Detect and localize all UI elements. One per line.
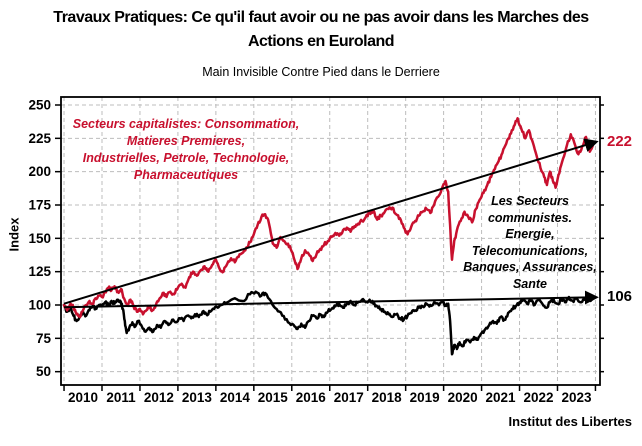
end-value-communist: 106 [607, 288, 633, 305]
x-tick-label: 2011 [106, 390, 136, 405]
axis-ticks [55, 104, 604, 391]
x-tick-label: 2019 [410, 390, 440, 405]
y-tick-label: 50 [36, 364, 51, 379]
x-tick-label: 2014 [220, 390, 251, 405]
y-tick-label: 75 [36, 331, 52, 346]
y-tick-label: 100 [28, 298, 51, 313]
x-tick-label: 2023 [561, 390, 592, 405]
x-tick-label: 2018 [372, 390, 403, 405]
axis-labels: 2010 2011 2012 2013 2014 2015 2016 2017 2018 2019… [28, 98, 591, 406]
end-value-capitalist: 222 [607, 133, 633, 150]
x-tick-label: 2013 [182, 390, 213, 405]
y-axis-title: Index [6, 217, 22, 252]
y-tick-label: 250 [28, 98, 51, 113]
chart-subtitle: Main Invisible Contre Pied dans le Derri… [202, 65, 440, 79]
y-tick-label: 150 [28, 231, 51, 246]
x-tick-label: 2010 [68, 390, 98, 405]
x-tick-label: 2020 [448, 390, 478, 405]
page-title: Travaux Pratiques: Ce qu'il faut avoir o… [53, 9, 589, 50]
series-capitalist-line [62, 117, 595, 319]
y-tick-label: 125 [28, 264, 51, 279]
x-tick-label: 2022 [523, 390, 553, 405]
x-tick-label: 2012 [144, 390, 174, 405]
chart-credit: Institut des Libertes [508, 414, 632, 429]
y-tick-label: 175 [28, 198, 51, 213]
series-communist-line [62, 290, 595, 356]
capitalist-trend [63, 138, 599, 305]
annotation-communist-sectors: Les Secteurs communistes. Energie, Telec… [463, 194, 597, 291]
plot-frame [60, 96, 601, 386]
x-tick-label: 2015 [258, 390, 289, 405]
y-tick-label: 225 [28, 131, 51, 146]
x-tick-label: 2017 [334, 390, 364, 405]
x-tick-label: 2021 [486, 390, 517, 405]
x-tick-label: 2016 [296, 390, 327, 405]
communist-trend [64, 290, 599, 309]
annotation-capitalist-sectors: Secteurs capitalistes: Consommation, Mat… [72, 117, 300, 182]
y-tick-label: 200 [28, 164, 51, 179]
